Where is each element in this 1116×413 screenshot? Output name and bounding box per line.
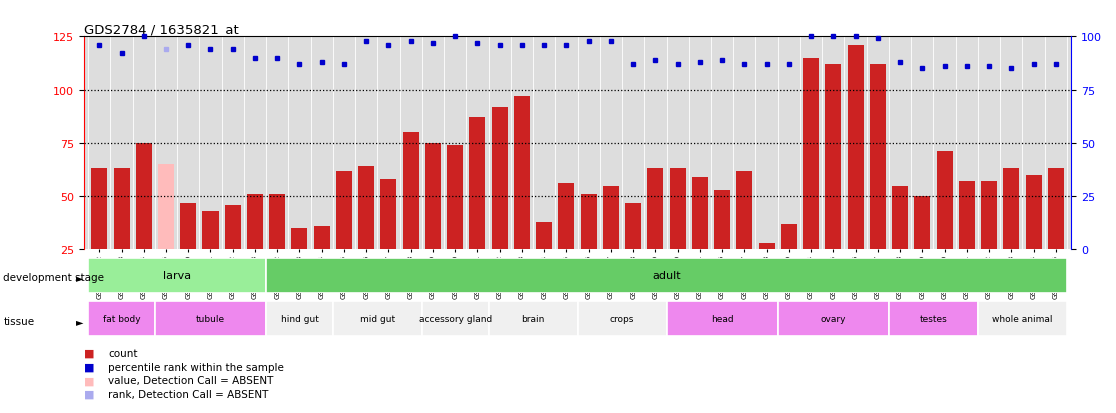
- Bar: [181, 203, 196, 303]
- Bar: [291, 229, 308, 303]
- Text: GDS2784 / 1635821_at: GDS2784 / 1635821_at: [84, 23, 239, 36]
- Text: count: count: [108, 348, 137, 358]
- Bar: [202, 211, 219, 303]
- Bar: [781, 224, 797, 303]
- Bar: [625, 203, 642, 303]
- Text: mid gut: mid gut: [359, 315, 395, 323]
- Bar: [448, 146, 463, 303]
- Bar: [692, 178, 708, 303]
- Text: testes: testes: [920, 315, 947, 323]
- Text: ►: ►: [76, 316, 84, 326]
- Bar: [869, 65, 886, 303]
- Bar: [381, 180, 396, 303]
- Bar: [804, 59, 819, 303]
- Bar: [959, 182, 974, 303]
- Bar: [666, 301, 778, 337]
- Bar: [778, 301, 889, 337]
- Text: fat body: fat body: [103, 315, 141, 323]
- Bar: [577, 301, 666, 337]
- Text: head: head: [711, 315, 733, 323]
- Bar: [314, 226, 329, 303]
- Bar: [92, 169, 107, 303]
- Text: brain: brain: [521, 315, 545, 323]
- Text: ■: ■: [84, 375, 94, 385]
- Text: tubule: tubule: [196, 315, 225, 323]
- Text: ■: ■: [84, 362, 94, 372]
- Bar: [333, 301, 422, 337]
- Text: crops: crops: [609, 315, 634, 323]
- Text: ovary: ovary: [820, 315, 846, 323]
- Text: rank, Detection Call = ABSENT: rank, Detection Call = ABSENT: [108, 389, 269, 399]
- Bar: [266, 301, 333, 337]
- Bar: [513, 97, 530, 303]
- Bar: [737, 171, 752, 303]
- Bar: [714, 190, 730, 303]
- Text: whole animal: whole animal: [992, 315, 1052, 323]
- Text: hind gut: hind gut: [280, 315, 318, 323]
- Bar: [580, 195, 597, 303]
- Bar: [647, 169, 663, 303]
- Bar: [224, 205, 241, 303]
- Text: percentile rank within the sample: percentile rank within the sample: [108, 362, 285, 372]
- Bar: [847, 46, 864, 303]
- Bar: [826, 65, 841, 303]
- Text: ■: ■: [84, 348, 94, 358]
- Text: ►: ►: [76, 273, 84, 282]
- Bar: [1026, 176, 1041, 303]
- Bar: [425, 143, 441, 303]
- Bar: [1048, 169, 1064, 303]
- Text: ■: ■: [84, 389, 94, 399]
- Bar: [403, 133, 418, 303]
- Bar: [266, 258, 1067, 293]
- Bar: [558, 184, 575, 303]
- Bar: [336, 171, 352, 303]
- Bar: [889, 301, 978, 337]
- Bar: [155, 301, 266, 337]
- Bar: [88, 301, 155, 337]
- Bar: [759, 244, 775, 303]
- Bar: [470, 118, 485, 303]
- Bar: [136, 143, 152, 303]
- Bar: [981, 182, 997, 303]
- Bar: [247, 195, 263, 303]
- Text: tissue: tissue: [3, 316, 35, 326]
- Bar: [114, 169, 129, 303]
- Bar: [269, 195, 286, 303]
- Text: accessory gland: accessory gland: [418, 315, 492, 323]
- Bar: [492, 107, 508, 303]
- Bar: [158, 165, 174, 303]
- Bar: [892, 186, 908, 303]
- Bar: [358, 167, 374, 303]
- Bar: [670, 169, 685, 303]
- Text: larva: larva: [163, 271, 191, 281]
- Text: value, Detection Call = ABSENT: value, Detection Call = ABSENT: [108, 375, 273, 385]
- Bar: [914, 197, 931, 303]
- Bar: [536, 222, 552, 303]
- Bar: [88, 258, 266, 293]
- Text: adult: adult: [652, 271, 681, 281]
- Bar: [1003, 169, 1019, 303]
- Bar: [936, 152, 953, 303]
- Bar: [978, 301, 1067, 337]
- Text: development stage: development stage: [3, 273, 105, 282]
- Bar: [489, 301, 577, 337]
- Bar: [603, 186, 619, 303]
- Bar: [422, 301, 489, 337]
